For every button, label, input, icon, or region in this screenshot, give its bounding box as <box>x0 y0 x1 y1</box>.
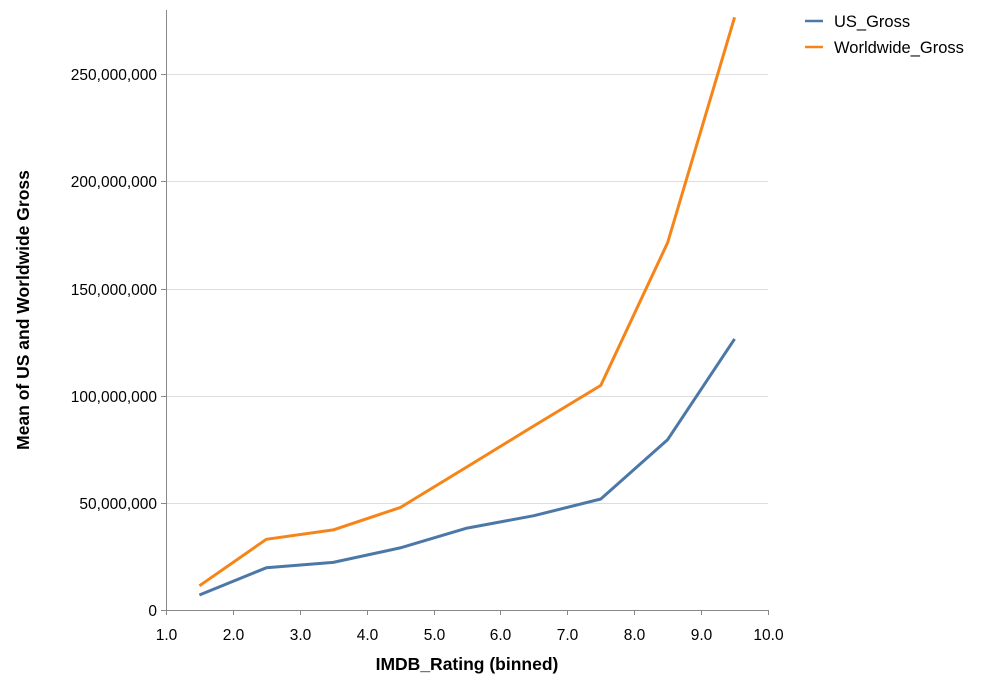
y-axis-title: Mean of US and Worldwide Gross <box>13 170 33 450</box>
x-tick-label: 1.0 <box>156 627 178 644</box>
y-tick-label: 200,000,000 <box>71 174 158 191</box>
x-tick-label: 6.0 <box>490 627 512 644</box>
x-tick-label: 5.0 <box>424 627 446 644</box>
y-tick-label: 250,000,000 <box>71 67 158 84</box>
gridlines <box>166 74 768 504</box>
y-tick-label: 100,000,000 <box>71 389 158 406</box>
series-line-worldwide-gross <box>198 16 737 588</box>
y-tick-label: 0 <box>148 603 157 620</box>
axes <box>166 10 768 611</box>
x-tick-label: 8.0 <box>624 627 646 644</box>
legend-label: US_Gross <box>834 13 910 31</box>
x-tick-label: 2.0 <box>223 627 245 644</box>
x-tick-label: 7.0 <box>557 627 579 644</box>
series-line-us-gross <box>198 338 736 597</box>
series-lines <box>198 16 737 597</box>
y-tick-label: 150,000,000 <box>71 282 158 299</box>
x-tick-label: 9.0 <box>691 627 713 644</box>
x-tick-label: 3.0 <box>290 627 312 644</box>
x-axis-title: IMDB_Rating (binned) <box>376 654 559 674</box>
legend: US_Gross Worldwide_Gross <box>805 13 964 57</box>
x-tick-label: 10.0 <box>753 627 784 644</box>
y-tick-label: 50,000,000 <box>79 496 157 513</box>
ticks: 0 50,000,000 100,000,000 150,000,000 200,000… <box>71 67 784 644</box>
legend-label: Worldwide_Gross <box>834 39 964 57</box>
x-tick-label: 4.0 <box>357 627 379 644</box>
